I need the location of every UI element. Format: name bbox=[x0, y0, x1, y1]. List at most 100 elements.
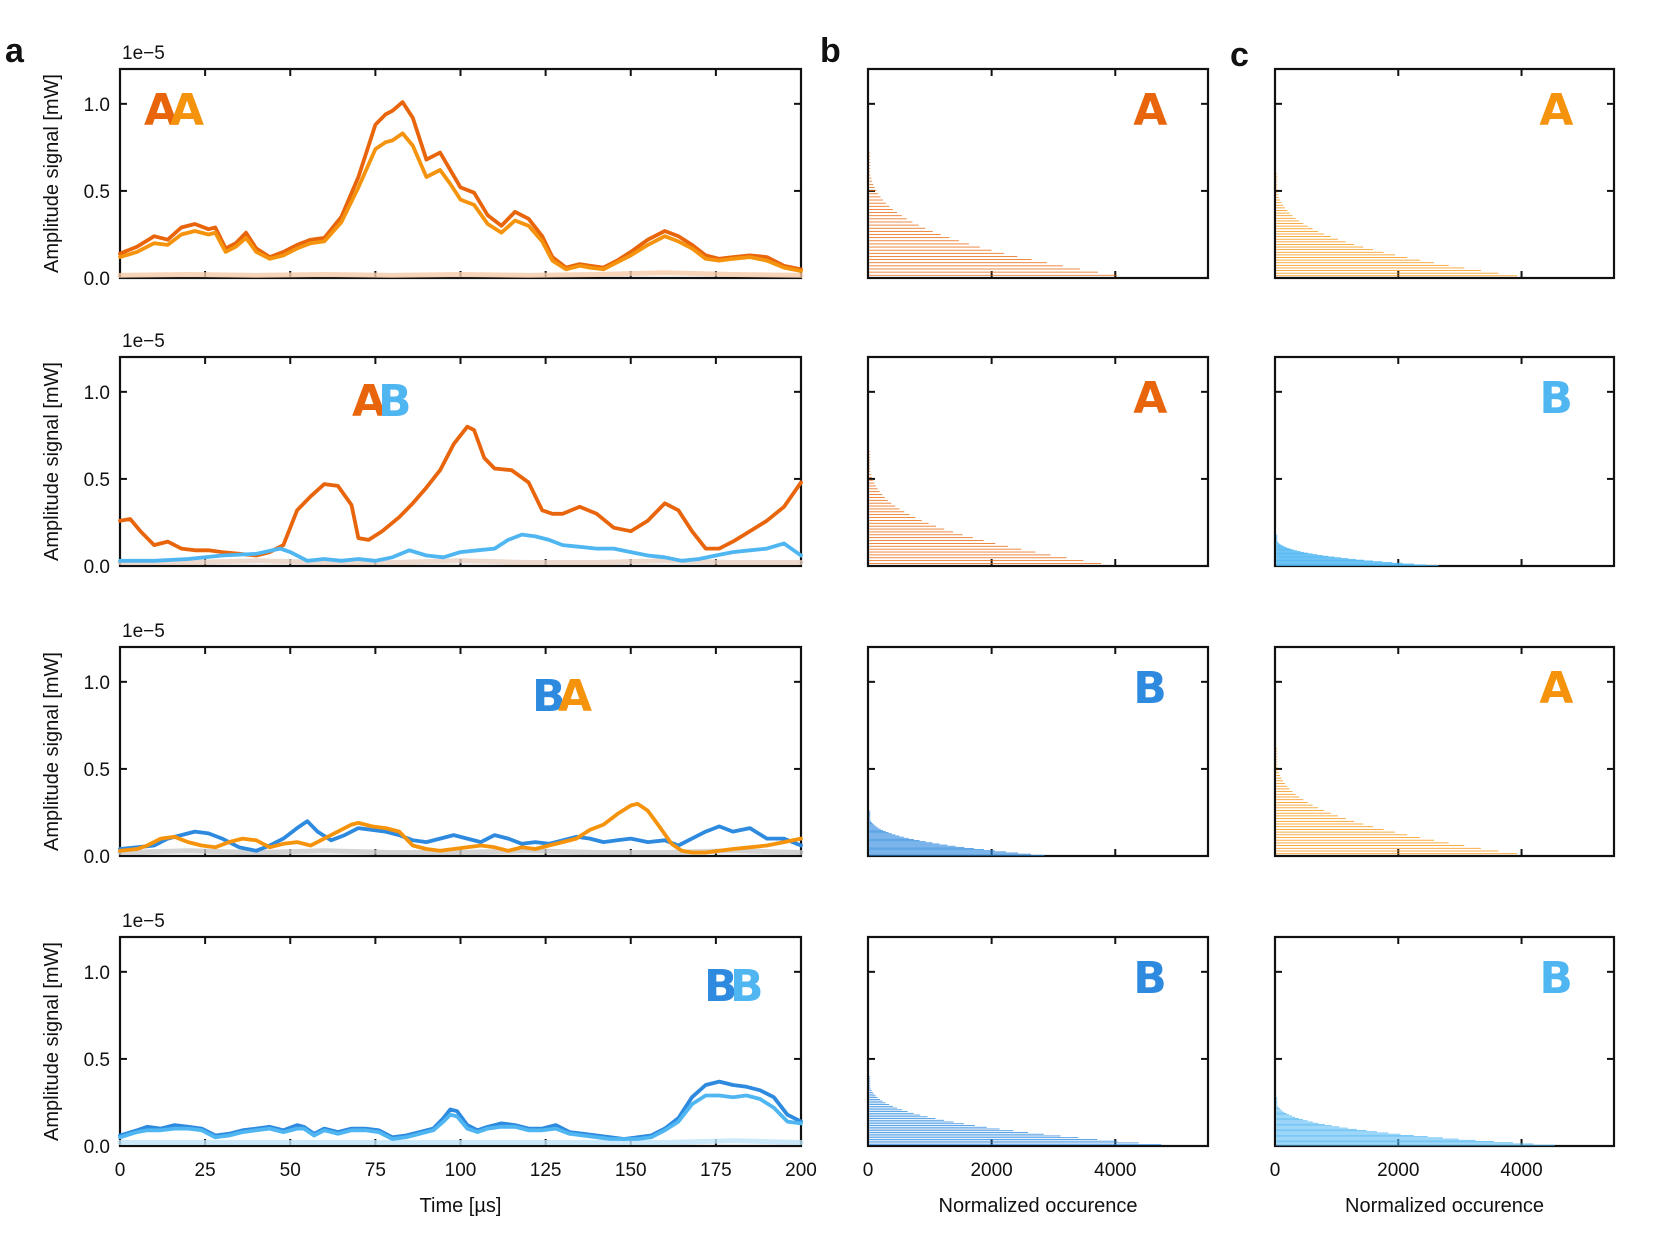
histogram-bar bbox=[1276, 756, 1278, 757]
histogram-bar bbox=[869, 537, 973, 539]
histogram-bar bbox=[869, 1144, 1162, 1146]
x-tick-label: 150 bbox=[615, 1160, 647, 1181]
x-tick-label: 50 bbox=[280, 1160, 301, 1181]
histogram-bar bbox=[1276, 802, 1308, 803]
histogram-bar bbox=[869, 479, 873, 481]
histogram-bar bbox=[1276, 753, 1278, 755]
histogram-bar bbox=[1276, 207, 1285, 209]
histogram-bar bbox=[1276, 553, 1313, 555]
histogram-bar bbox=[1276, 241, 1346, 243]
histogram-bar bbox=[869, 831, 886, 832]
histogram-bar bbox=[869, 497, 885, 498]
histogram-bar bbox=[1276, 544, 1282, 546]
histogram-bar bbox=[869, 543, 996, 544]
histogram-frame bbox=[1273, 67, 1616, 280]
histogram-bar bbox=[869, 852, 1019, 854]
histogram-bar bbox=[869, 839, 914, 840]
histogram-bar bbox=[869, 1092, 873, 1093]
histogram-frame bbox=[866, 645, 1210, 858]
histogram-bar bbox=[1276, 249, 1374, 251]
histogram-bar bbox=[869, 531, 954, 533]
histogram-bar bbox=[869, 491, 880, 493]
histogram-bar bbox=[1276, 547, 1289, 549]
histogram-bar bbox=[869, 840, 920, 841]
histogram-bar bbox=[1276, 562, 1393, 563]
series-line-a-light bbox=[118, 801, 803, 855]
y-tick-label: 0.5 bbox=[84, 1050, 110, 1071]
histogram-bar bbox=[1276, 1106, 1279, 1108]
histogram-bar bbox=[1276, 1128, 1357, 1130]
histogram-bar bbox=[869, 818, 871, 820]
histogram-bar bbox=[869, 465, 871, 467]
histogram-bar bbox=[1276, 534, 1278, 536]
histogram-bar bbox=[1276, 761, 1278, 763]
histogram-bar bbox=[869, 265, 1063, 267]
histogram-bar bbox=[1276, 551, 1305, 553]
histogram-bar bbox=[1276, 555, 1323, 556]
histogram-bar bbox=[1276, 1097, 1278, 1099]
series-line-b-dark bbox=[118, 1079, 803, 1141]
histogram-bar bbox=[1276, 199, 1281, 201]
series-line-noise bbox=[117, 558, 804, 565]
histogram-bar bbox=[1276, 1113, 1287, 1114]
trace-plot-frame-2 bbox=[118, 355, 803, 568]
trace-tag-second: A bbox=[558, 671, 592, 722]
histogram-bar bbox=[869, 196, 881, 198]
histogram-bar bbox=[1276, 254, 1395, 256]
histogram-bar bbox=[1276, 1119, 1303, 1120]
x-axis-label: Time [µs] bbox=[420, 1195, 502, 1217]
histogram-tag: A bbox=[1133, 85, 1167, 136]
histogram-bar bbox=[1276, 543, 1280, 545]
histogram-bar bbox=[869, 187, 875, 188]
histogram-bar bbox=[1276, 186, 1278, 188]
histogram-bar bbox=[869, 1085, 871, 1086]
histogram-tag: A bbox=[1539, 663, 1573, 714]
histogram-bar bbox=[1276, 539, 1278, 541]
histogram-bar bbox=[869, 1140, 1118, 1142]
y-multiplier: 1e−5 bbox=[122, 911, 165, 932]
histogram-bar bbox=[869, 1100, 883, 1102]
histogram-bar bbox=[869, 829, 884, 831]
histogram-bar bbox=[869, 180, 873, 182]
histogram-bar bbox=[1276, 1122, 1319, 1124]
y-multiplier: 1e−5 bbox=[122, 621, 165, 642]
histogram-frame bbox=[1273, 355, 1616, 568]
histogram-bar bbox=[869, 453, 871, 455]
y-tick-label: 0.0 bbox=[84, 847, 110, 868]
histogram-bar bbox=[869, 209, 893, 210]
histogram-frame bbox=[1273, 935, 1616, 1148]
histogram-bar bbox=[1276, 560, 1373, 562]
histogram-bar bbox=[869, 834, 896, 836]
histogram-bar bbox=[869, 162, 871, 163]
histogram-bar bbox=[1276, 1130, 1367, 1131]
hist-x-tick-label: 4000 bbox=[1500, 1160, 1542, 1181]
histogram-bar bbox=[869, 827, 879, 829]
y-axis-label: Amplitude signal [mW] bbox=[41, 362, 63, 561]
series-line-noise bbox=[117, 270, 804, 278]
histogram-bar bbox=[1276, 818, 1346, 820]
trace-tag-second: B bbox=[378, 376, 412, 427]
histogram-bar bbox=[1276, 225, 1308, 227]
histogram-bar bbox=[869, 259, 1032, 260]
hist-x-axis-label: Normalized occurence bbox=[1345, 1195, 1544, 1217]
histogram-bar bbox=[869, 815, 871, 817]
histogram-bar bbox=[869, 1137, 1079, 1139]
histogram-bar bbox=[869, 456, 871, 458]
x-tick-label: 125 bbox=[530, 1160, 562, 1181]
histogram-bar bbox=[869, 812, 871, 814]
histogram-bar bbox=[1276, 173, 1278, 175]
panel-letter-b: b bbox=[820, 32, 841, 70]
y-tick-label: 0.0 bbox=[84, 269, 110, 290]
histogram-bar bbox=[1276, 1103, 1278, 1105]
histogram-bar bbox=[869, 1098, 881, 1100]
histogram-bar bbox=[1276, 831, 1395, 833]
histogram-bar bbox=[869, 499, 888, 501]
histogram-bar bbox=[1276, 542, 1279, 544]
x-tick-label: 0 bbox=[115, 1160, 126, 1181]
histogram-bar bbox=[1276, 815, 1338, 817]
histogram-bar bbox=[869, 230, 933, 232]
histogram-bar bbox=[869, 826, 877, 828]
histogram-bar bbox=[869, 511, 905, 513]
histogram-bar bbox=[869, 1132, 1029, 1133]
